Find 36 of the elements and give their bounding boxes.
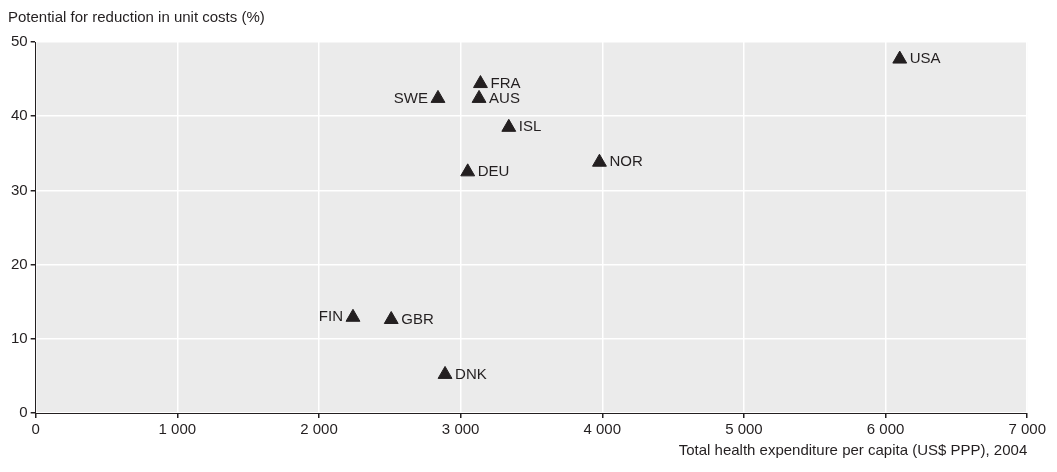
annotation: DEU <box>477 161 510 179</box>
x-axis-title: Total health expenditure per capita (US$ PPP), 2004 <box>678 441 1028 459</box>
annotation: ISL <box>518 117 542 135</box>
y-tick-label: 40 <box>11 106 28 124</box>
y-axis-title: Potential for reduction in unit costs (%) <box>8 8 266 27</box>
annotation: SWE <box>393 88 428 106</box>
y-tick-label: 10 <box>11 328 28 346</box>
annotation: NOR <box>609 152 643 170</box>
annotation: FRA <box>490 73 521 91</box>
x-tick-label: 7 000 <box>1008 420 1047 438</box>
point <box>592 153 607 167</box>
point <box>501 118 517 132</box>
x-tick-label: 4 000 <box>583 420 622 438</box>
x-tick-label: 3 000 <box>441 420 480 438</box>
point <box>345 308 361 322</box>
x-tick-label: 2 000 <box>300 420 338 438</box>
y-tick-label: 20 <box>11 254 28 272</box>
point <box>892 50 908 64</box>
annotation: FIN <box>318 307 343 325</box>
y-tick-label: 30 <box>11 180 28 198</box>
point <box>471 89 487 103</box>
y-tick-label: 50 <box>11 32 28 50</box>
y-tick-label: 0 <box>19 403 28 421</box>
annotation: DNK <box>455 364 487 382</box>
x-tick-label: 5 000 <box>725 420 763 438</box>
annotation: AUS <box>489 88 520 106</box>
annotation: GBR <box>401 309 434 327</box>
point <box>473 75 488 89</box>
point <box>437 365 453 379</box>
point <box>430 89 446 103</box>
x-tick-label: 1 000 <box>158 420 197 438</box>
point <box>383 311 399 325</box>
annotation: USA <box>909 49 941 67</box>
x-tick-label: 6 000 <box>866 420 905 438</box>
x-tick-label: 0 <box>31 420 40 438</box>
point <box>460 163 476 177</box>
